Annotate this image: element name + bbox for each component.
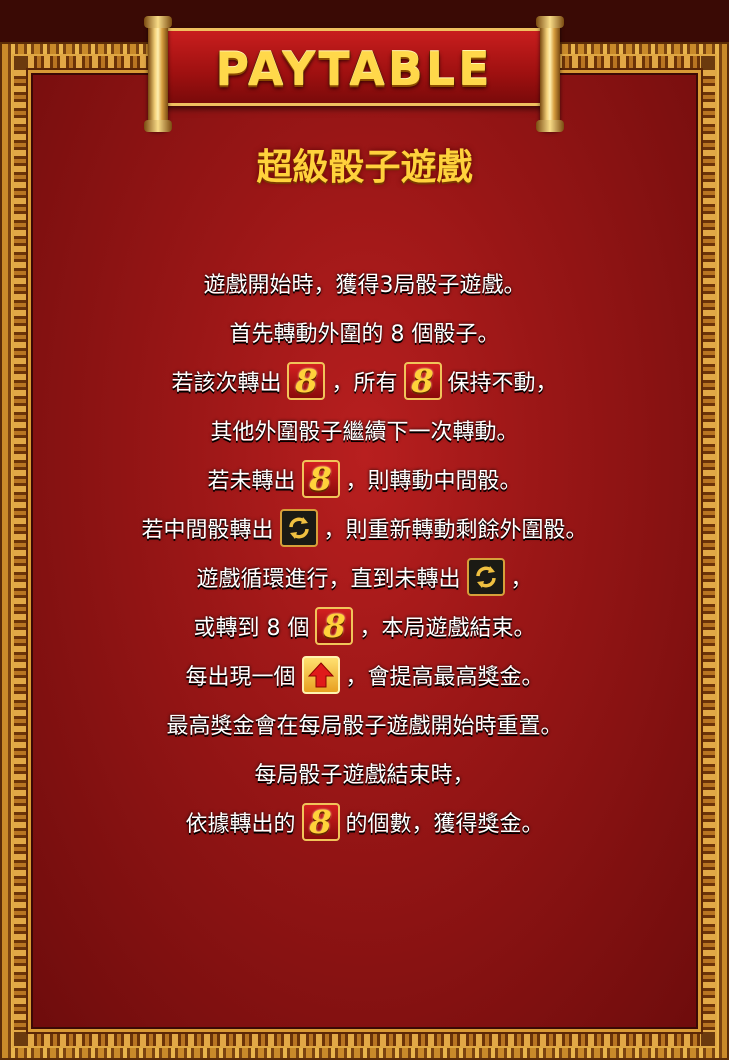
rule-line: 依據轉出的 8 的個數，獲得獎金。 — [185, 802, 544, 841]
rule-line: 若中間骰轉出 ，則重新轉動剩餘外圍骰。 — [60, 503, 669, 552]
paytable-panel — [28, 70, 701, 1032]
lucky-eight-icon: 8 — [301, 802, 340, 841]
lucky-eight-icon: 8 — [315, 606, 354, 645]
frame-border-bottom — [28, 1034, 701, 1046]
rule-line: 其他外圍骰子繼續下一次轉動。 — [210, 419, 519, 445]
lucky-eight-icon: 8 — [403, 361, 442, 400]
lucky-eight-icon: 8 — [301, 459, 340, 498]
game-subtitle: 超級骰子遊戲 — [256, 147, 473, 188]
banner-cloth — [164, 28, 544, 106]
lucky-eight-icon: 8 — [287, 361, 326, 400]
title-banner: PAYTABLE — [144, 16, 564, 132]
rule-line: 遊戲開始時，獲得3局骰子遊戲。 — [203, 272, 526, 298]
banner-rod-left — [144, 16, 172, 132]
rule-line: 最高獎金會在每局骰子遊戲開始時重置。 — [166, 713, 563, 739]
rule-line: 每局骰子遊戲結束時， — [254, 762, 475, 788]
respin-arrows-icon — [466, 557, 505, 596]
rule-line: 若該次轉出 8 ，所有 8 保持不動， — [171, 361, 558, 400]
page-title: PAYTABLE — [215, 42, 493, 96]
paytable-frame — [0, 42, 729, 1060]
rule-line: 首先轉動外圍的 8 個骰子。 — [229, 321, 500, 347]
up-arrow-icon — [301, 655, 340, 694]
frame-border-right — [703, 70, 715, 1032]
rule-line: 每出現一個 ，會提高最高獎金。 — [60, 650, 669, 699]
rule-line: 或轉到 8 個 8 ，本局遊戲結束。 — [193, 606, 536, 645]
frame-border-left — [14, 70, 26, 1032]
respin-arrows-icon — [279, 508, 318, 547]
rules-text: 遊戲開始時，獲得3局骰子遊戲。 首先轉動外圍的 8 個骰子。 若該次轉出 8 ，… — [60, 258, 669, 846]
rule-line: 遊戲循環進行，直到未轉出 ， — [60, 552, 669, 601]
rule-line: 若未轉出 8 ，則轉動中間骰。 — [207, 459, 522, 498]
banner-rod-right — [536, 16, 564, 132]
